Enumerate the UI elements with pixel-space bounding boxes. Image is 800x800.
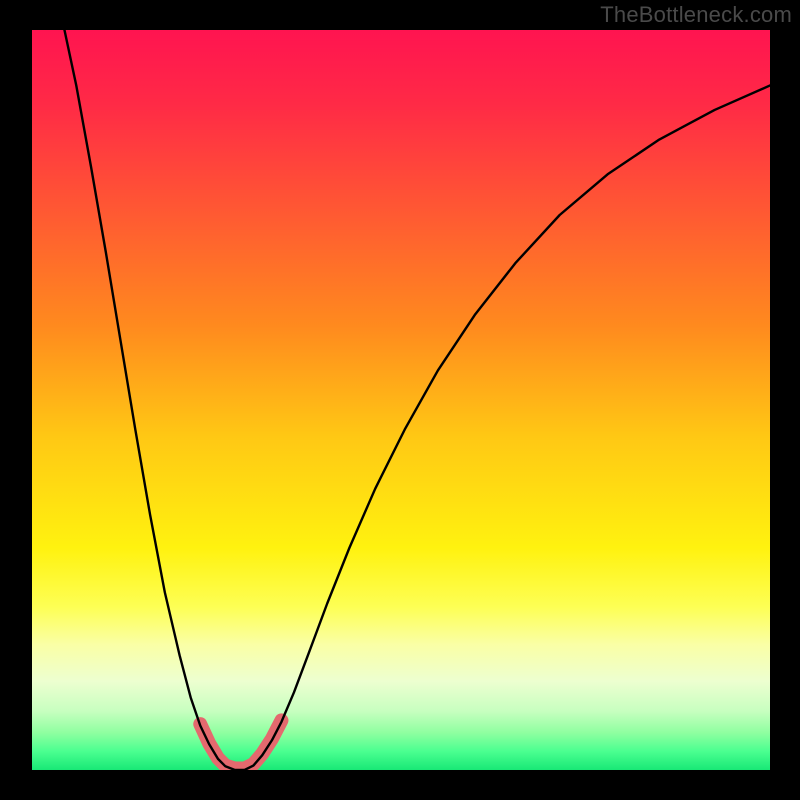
watermark-text: TheBottleneck.com: [600, 2, 792, 28]
curve-svg: [32, 30, 770, 770]
bottleneck-curve-path: [64, 30, 770, 770]
plot-area: [32, 30, 770, 770]
